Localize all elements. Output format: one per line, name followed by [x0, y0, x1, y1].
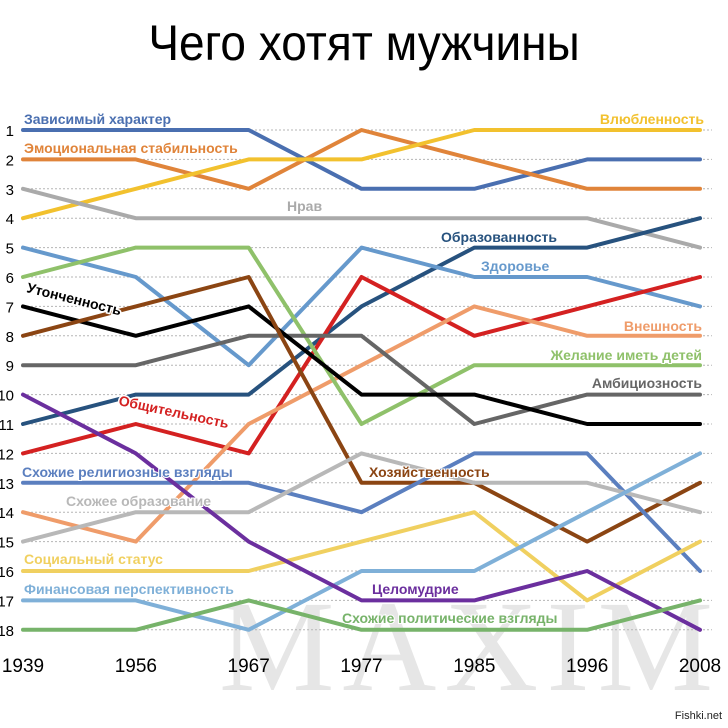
series-line	[21, 245, 702, 426]
series-line	[21, 128, 702, 191]
series-line	[21, 304, 702, 544]
y-tick-label: 6	[6, 270, 14, 287]
series-label: Нрав	[287, 198, 322, 214]
x-axis-ticks: 1939 1956 1967 1977 1985 1996 2008	[2, 656, 721, 677]
series-label: Здоровье	[481, 258, 550, 274]
series-label: Социальный статус	[24, 551, 163, 567]
watermark-text: MAXIM	[219, 575, 721, 719]
y-tick-label: 18	[0, 623, 14, 640]
y-tick-label: 10	[0, 388, 14, 405]
y-tick-label: 9	[6, 358, 14, 375]
series-label: Внешность	[624, 318, 702, 334]
series-label: Образованность	[441, 229, 557, 245]
y-tick-label: 5	[6, 241, 14, 258]
series-label: Схожие религиозные взгляды	[22, 464, 233, 480]
chart-title: Чего хотят мужчины	[148, 15, 580, 71]
series-label: Схожее образование	[66, 493, 211, 509]
y-tick-label: 7	[6, 299, 14, 316]
series-line	[21, 451, 702, 632]
series-line	[21, 598, 702, 632]
series-line	[21, 275, 702, 456]
series-line	[21, 333, 702, 426]
y-tick-label: 1	[6, 123, 14, 140]
x-tick-label: 2008	[679, 656, 721, 677]
series-label: Эмоциональная стабильность	[24, 140, 238, 156]
series-line	[21, 275, 702, 544]
series-lines	[21, 128, 702, 632]
series-line	[21, 451, 702, 573]
series-line	[21, 128, 702, 221]
series-label: Амбициозность	[592, 375, 703, 391]
source-credit: Fishki.net	[674, 710, 722, 722]
y-tick-label: 3	[6, 182, 14, 199]
series-label: Желание иметь детей	[549, 347, 702, 363]
y-tick-label: 14	[0, 505, 14, 522]
x-tick-label: 1939	[2, 656, 44, 677]
y-tick-label: 2	[6, 152, 14, 169]
watermark: MAXIM	[219, 575, 721, 719]
y-tick-label: 16	[0, 564, 14, 581]
series-line	[21, 510, 702, 603]
y-tick-label: 17	[0, 593, 14, 610]
series-label: Зависимый характер	[24, 111, 171, 127]
y-tick-label: 12	[0, 446, 14, 463]
series-line	[21, 186, 702, 250]
x-tick-label: 1956	[115, 656, 157, 677]
series-line	[21, 392, 702, 632]
series-label: Хозяйственность	[369, 464, 490, 480]
x-tick-label: 1985	[453, 656, 495, 677]
y-tick-label: 8	[6, 329, 14, 346]
x-tick-label: 1977	[340, 656, 382, 677]
x-tick-label: 1996	[566, 656, 608, 677]
series-line	[21, 451, 702, 544]
series-label: Влюбленность	[600, 111, 704, 127]
series-label: Финансовая перспективность	[24, 581, 234, 597]
x-tick-label: 1967	[228, 656, 270, 677]
series-line	[21, 245, 702, 368]
y-tick-label: 13	[0, 476, 14, 493]
series-line	[21, 304, 702, 426]
y-tick-label: 15	[0, 535, 14, 552]
series-label: Целомудрие	[372, 581, 459, 597]
series-line	[21, 128, 702, 191]
y-tick-label: 4	[6, 211, 14, 228]
series-label: Схожие политические взгляды	[342, 610, 558, 626]
series-labels: Зависимый характер Эмоциональная стабильн…	[21, 110, 705, 627]
series-line	[21, 216, 702, 426]
y-tick-label: 11	[0, 417, 14, 434]
